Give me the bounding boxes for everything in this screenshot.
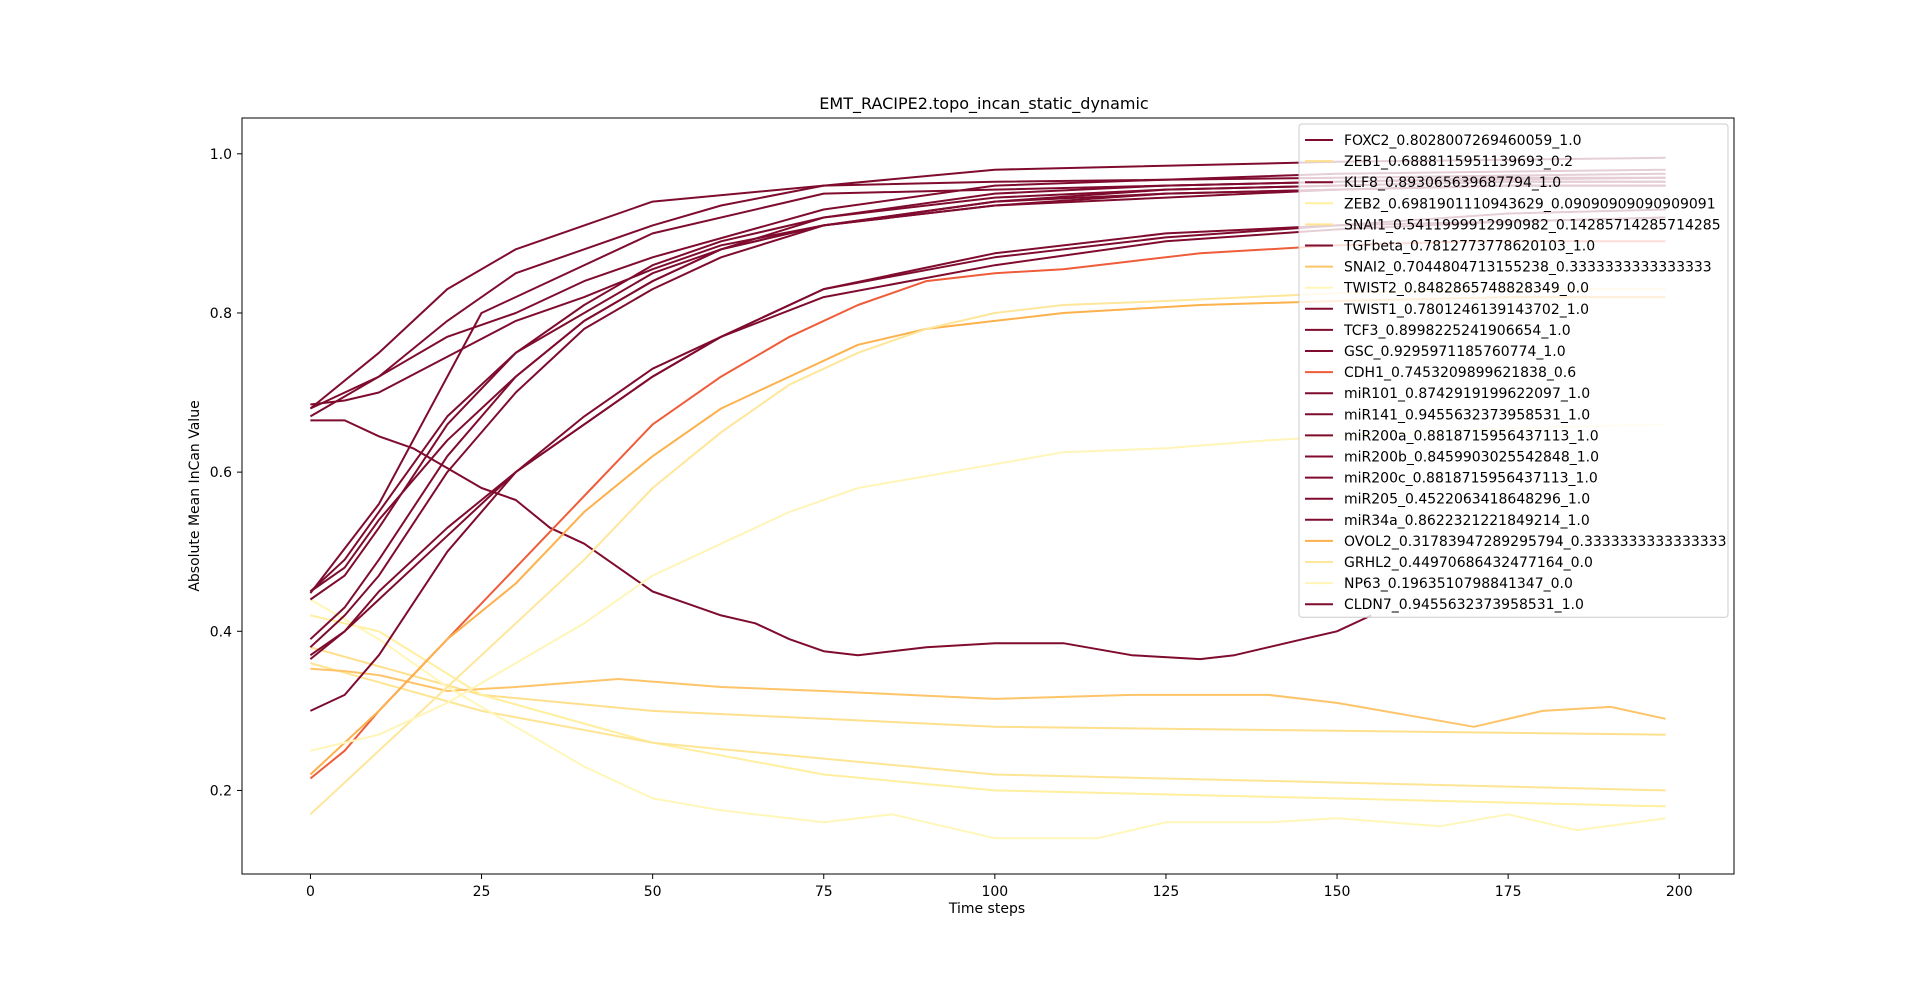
legend-label: SNAI2_0.7044804713155238_0.3333333333333… [1344,260,1712,276]
series-line-4 [310,614,1666,808]
legend-label: miR141_0.9455632373958531_1.0 [1344,407,1590,423]
x-tick-label: 75 [815,884,833,900]
x-tick-label: 175 [1495,884,1522,900]
y-tick-label: 0.2 [210,783,232,799]
legend-label: SNAI1_0.5411999912990982_0.1428571428571… [1344,217,1721,233]
series-line-9 [309,168,1666,410]
x-tick-label: 200 [1666,884,1693,900]
legend-label: GSC_0.9295971185760774_1.0 [1344,344,1566,360]
y-tick-label: 0.8 [210,306,232,322]
y-tick-label: 0.4 [210,624,232,640]
legend-label: miR205_0.4522063418648296_1.0 [1344,492,1590,508]
legend-label: ZEB1_0.6888115951139693_0.2 [1344,154,1573,170]
x-tick-label: 0 [306,884,315,900]
y-axis: 0.2 0.4 0.6 0.8 1.0 [210,147,242,799]
series-line-8 [309,598,1666,840]
x-tick-label: 125 [1153,884,1180,900]
y-tick-label: 0.6 [210,465,232,481]
legend-label: miR101_0.8742919199622097_1.0 [1344,386,1590,402]
y-tick-label: 1.0 [210,147,232,163]
legend-label: TCF3_0.8998225241906654_1.0 [1343,323,1571,339]
legend-label: CDH1_0.7453209899621838_0.6 [1344,365,1576,381]
axes-frame [241,117,1735,875]
chart-title: EMT_RACIPE2.topo_incan_static_dynamic [819,94,1148,114]
legend-label: miR200a_0.8818715956437113_1.0 [1344,428,1599,444]
series-line-20 [309,296,1666,776]
legend-label: OVOL2_0.31783947289295794_0.333333333333… [1344,534,1726,550]
legend-label: ZEB2_0.6981901110943629_0.09090909090909… [1344,196,1716,212]
x-axis-label: Time steps [948,901,1025,917]
legend-box [1298,123,1729,618]
x-tick-label: 150 [1324,884,1351,900]
series-line-6 [309,156,1666,418]
legend-label: TWIST1_0.7801246139143702_1.0 [1343,302,1589,318]
series-line-22 [310,423,1666,752]
legend-label: miR200c_0.8818715956437113_1.0 [1344,471,1598,487]
series-line-21 [309,288,1666,816]
legend-label: FOXC2_0.8028007269460059_1.0 [1344,133,1582,149]
x-tick-label: 100 [981,884,1008,900]
series-line-5 [310,662,1666,792]
x-tick-label: 50 [644,884,662,900]
x-axis: 0 25 50 75 100 125 150 175 200 [306,874,1693,900]
legend-label: GRHL2_0.44970686432477164_0.0 [1344,555,1593,571]
legend-label: KLF8_0.893065639687794_1.0 [1344,175,1561,191]
legend-label: CLDN7_0.9455632373958531_1.0 [1344,597,1584,613]
x-tick-label: 25 [473,884,491,900]
series-line-7 [310,667,1666,728]
legend-label: miR34a_0.8622321221849214_1.0 [1344,513,1590,529]
y-axis-label: Absolute Mean InCan Value [187,400,203,591]
legend-label: TGFbeta_0.7812773778620103_1.0 [1343,239,1595,255]
legend-label: TWIST2_0.8482865748828349_0.0 [1343,281,1589,297]
legend-label: NP63_0.1963510798841347_0.0 [1344,576,1573,592]
legend-label: miR200b_0.8459903025542848_1.0 [1344,450,1599,466]
legend: FOXC2_0.8028007269460059_1.0 ZEB1_0.68881… [1298,123,1729,618]
series-line-10 [310,419,1372,661]
